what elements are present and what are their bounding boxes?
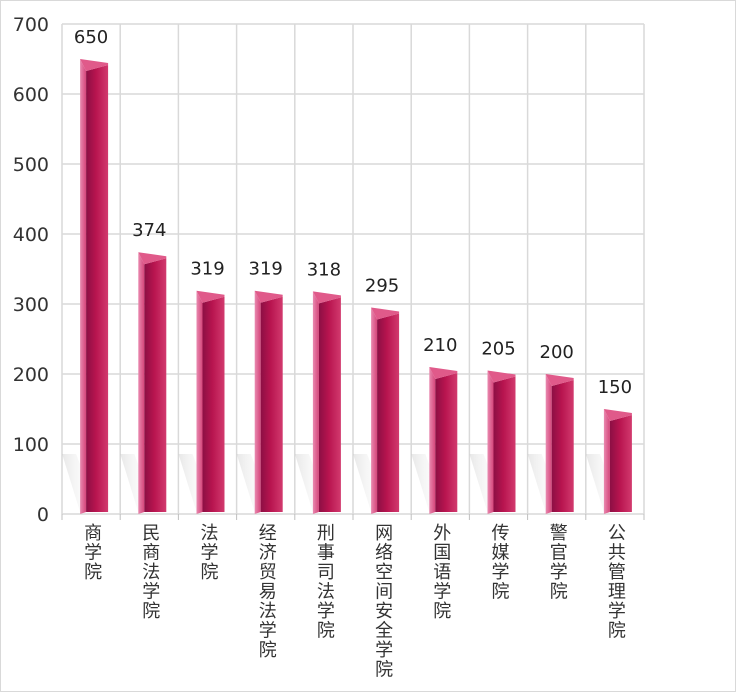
bar-layer — [80, 59, 632, 514]
bar-left-face — [196, 290, 203, 514]
grid-layer — [61, 23, 645, 520]
bar-front-face — [318, 297, 341, 512]
bar-top-cap — [603, 409, 632, 421]
x-category-label: 经济贸易法学院 — [259, 523, 277, 661]
x-category-label: 民商法学院 — [142, 523, 160, 622]
x-category-label: 商学院 — [84, 523, 102, 583]
bar-top-cap — [138, 252, 167, 265]
bar — [196, 290, 225, 514]
bar-front-face — [144, 258, 167, 512]
bar-front-face — [260, 296, 283, 512]
bar — [603, 409, 632, 514]
bar-left-face — [312, 291, 319, 514]
bar-left-face — [254, 290, 261, 514]
y-tick-label: 400 — [13, 224, 49, 246]
x-category-label: 网络空间安全学院 — [375, 523, 393, 681]
data-label: 205 — [481, 339, 515, 360]
y-tick-label: 500 — [13, 154, 49, 176]
x-category-label: 警官学院 — [550, 523, 568, 603]
bar — [429, 367, 458, 514]
bar-front-face — [609, 415, 632, 512]
y-tick-label: 0 — [37, 504, 49, 526]
bar-top-cap — [80, 59, 109, 71]
bar-left-face — [138, 252, 145, 514]
bar — [312, 291, 341, 514]
bar-top-cap — [312, 291, 341, 304]
y-tick-label: 700 — [13, 14, 49, 36]
bar — [371, 307, 400, 514]
bar-top-cap — [254, 290, 283, 303]
data-label: 200 — [540, 342, 574, 363]
data-label: 374 — [132, 220, 166, 241]
bar-left-face — [487, 370, 494, 514]
data-label: 210 — [423, 335, 457, 356]
bar-left-face — [603, 409, 610, 514]
bar-left-face — [80, 59, 87, 514]
bar — [545, 374, 574, 514]
x-category-label: 传媒学院 — [492, 523, 510, 603]
y-tick-label: 300 — [13, 294, 49, 316]
bar-top-cap — [429, 367, 458, 379]
bar-front-face — [377, 313, 400, 512]
bar-left-face — [429, 367, 436, 514]
data-label: 150 — [598, 377, 632, 398]
y-tick-label: 600 — [13, 84, 49, 106]
x-category-label: 外国语学院 — [433, 523, 451, 622]
bar-top-cap — [371, 307, 400, 320]
bar — [487, 370, 516, 514]
bar-top-cap — [487, 370, 516, 383]
bar-left-face — [371, 307, 378, 514]
data-label: 295 — [365, 276, 399, 297]
y-tick-label: 100 — [13, 434, 49, 456]
bar-top-cap — [545, 374, 574, 386]
x-category-label: 法学院 — [201, 523, 219, 583]
bar-front-face — [202, 296, 225, 512]
bar-front-face — [435, 373, 458, 512]
label-layer: 0 100 200 300 400 500 600 700 650 商学院 374 民商法学院 319 法… — [13, 14, 632, 681]
bar — [80, 59, 109, 514]
bar — [138, 252, 167, 514]
bar-front-face — [86, 65, 109, 512]
bar-front-face — [551, 380, 574, 512]
y-tick-label: 200 — [13, 364, 49, 386]
data-label: 319 — [249, 259, 283, 280]
bar-top-cap — [196, 290, 225, 303]
x-category-label: 刑事司法学院 — [317, 523, 335, 642]
data-label: 650 — [74, 27, 108, 48]
data-label: 318 — [307, 259, 341, 280]
bar-left-face — [545, 374, 552, 514]
bar-front-face — [493, 376, 516, 512]
bar — [254, 290, 283, 514]
x-category-label: 公共管理学院 — [608, 523, 626, 642]
data-label: 319 — [190, 259, 224, 280]
